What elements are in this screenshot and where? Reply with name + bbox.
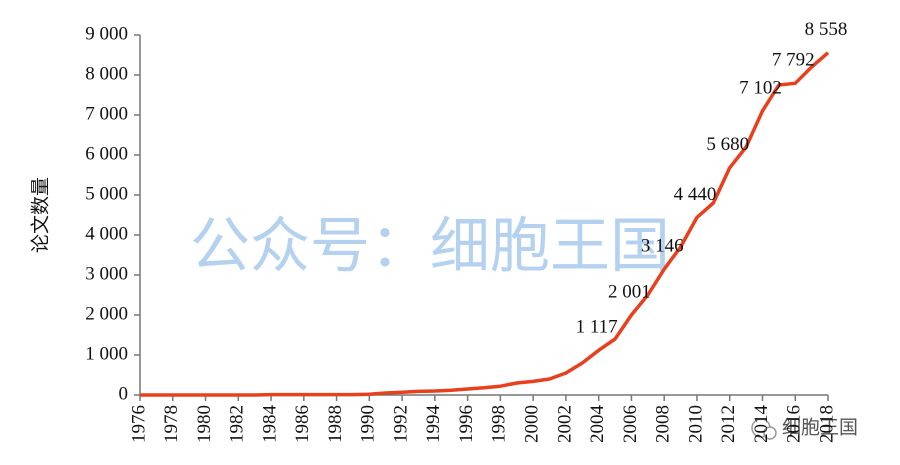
x-tick-label: 1984: [259, 405, 280, 444]
x-tick-label: 2012: [718, 405, 739, 443]
y-tick-label: 7 000: [85, 103, 128, 124]
value-label: 1 117: [576, 317, 618, 338]
x-tick-label: 2004: [587, 405, 608, 444]
x-tick-label: 2000: [522, 405, 543, 443]
logo: 细胞王国: [751, 417, 858, 440]
value-label: 8 558: [805, 19, 848, 40]
x-tick-label: 2014: [751, 405, 772, 444]
x-tick-label: 2008: [653, 405, 674, 443]
y-tick-label: 0: [119, 383, 129, 404]
y-tick-label: 6 000: [85, 143, 128, 164]
y-tick-label: 4 000: [85, 223, 128, 244]
x-tick-label: 1978: [161, 405, 182, 443]
value-label: 2 001: [608, 281, 651, 302]
x-tick-label: 1980: [194, 405, 215, 443]
value-label: 7 102: [739, 77, 782, 98]
y-tick-label: 2 000: [85, 303, 128, 324]
x-tick-label: 1992: [390, 405, 411, 443]
x-tick-label: 1998: [489, 405, 510, 443]
x-tick-label: 2002: [554, 405, 575, 443]
logo-icon: [763, 426, 777, 440]
x-tick-label: 2006: [620, 405, 641, 443]
value-label: 7 792: [772, 50, 815, 71]
y-tick-label: 9 000: [85, 23, 128, 44]
y-tick-label: 8 000: [85, 63, 128, 84]
x-tick-label: 1988: [325, 405, 346, 443]
watermark: 公众号：细胞王国: [190, 212, 670, 282]
x-tick-label: 1990: [358, 405, 379, 443]
data-line: [140, 51, 830, 397]
x-tick-label: 2016: [784, 405, 805, 443]
y-tick-label: 1 000: [85, 343, 128, 364]
x-tick-label: 1976: [128, 405, 149, 443]
x-tick-label: 1994: [423, 405, 444, 444]
y-tick-label: 5 000: [85, 183, 128, 204]
logo-text: 细胞王国: [782, 417, 858, 439]
y-tick-label: 3 000: [85, 263, 128, 284]
value-label: 3 146: [641, 236, 684, 257]
value-label: 4 440: [674, 184, 717, 205]
value-label: 5 680: [706, 134, 749, 155]
x-tick-label: 1982: [227, 405, 248, 443]
x-tick-label: 1986: [292, 405, 313, 443]
x-tick-label: 2018: [816, 405, 837, 443]
x-tick-label: 2010: [685, 405, 706, 443]
x-tick-label: 1996: [456, 405, 477, 443]
y-axis-label: 论文数量: [29, 177, 51, 253]
